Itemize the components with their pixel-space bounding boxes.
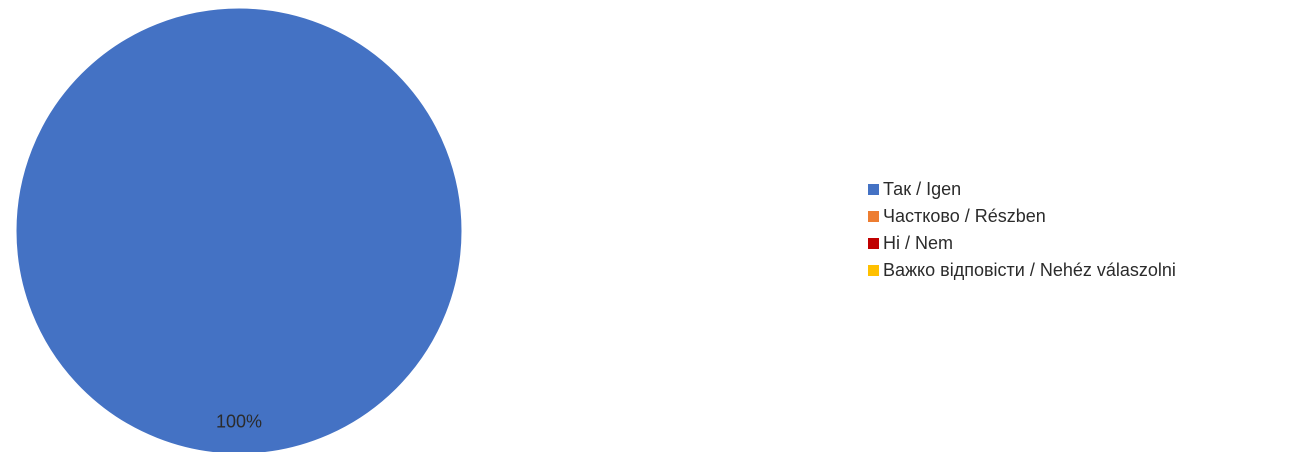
legend-swatch-2 [868,237,879,249]
legend-swatch-3 [868,264,879,276]
legend-item-2: Ні / Nem [868,230,1288,256]
legend-label-2: Ні / Nem [883,233,954,253]
pie-slices [15,7,463,452]
legend-swatch-0 [868,183,879,195]
legend-label-3: Важко відповісти / Nehéz válaszolni [883,260,1176,280]
legend-label-0: Так / Igen [883,179,962,199]
legend-item-3: Важко відповісти / Nehéz válaszolni [868,257,1288,283]
legend-swatch-1 [868,210,879,222]
legend: Так / Igen Частково / Részben Ні / Nem Важк… [868,176,1288,284]
pie-data-labels: 100% [216,412,262,432]
legend-label-1: Частково / Részben [883,206,1046,226]
data-label-0: 100% [216,412,262,432]
legend-item-0: Так / Igen [868,176,1288,202]
legend-item-1: Частково / Részben [868,203,1288,229]
pie-slice-0 [15,7,463,452]
